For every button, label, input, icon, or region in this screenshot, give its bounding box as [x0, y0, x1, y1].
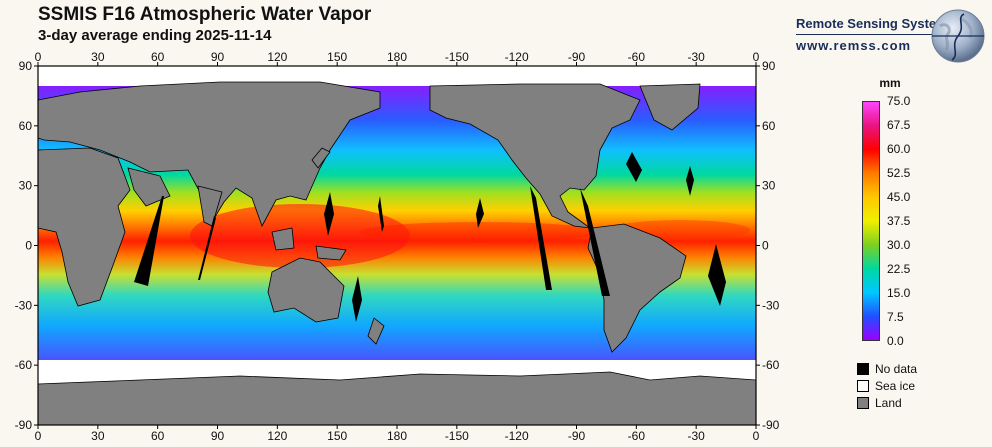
legend-item: No data	[857, 362, 917, 376]
legend-label: Sea ice	[875, 379, 916, 393]
y-tick-label-left: -90	[15, 418, 33, 432]
land-new-guinea	[315, 245, 347, 261]
x-tick-label-bottom: 60	[151, 429, 165, 443]
map-title: SSMIS F16 Atmospheric Water Vapor	[38, 4, 372, 25]
map-subtitle: 3-day average ending 2025-11-14	[38, 27, 272, 44]
x-tick-label-top: 30	[91, 50, 105, 64]
x-tick-label-top: -30	[687, 50, 705, 64]
no-data-swath	[378, 196, 384, 232]
x-tick-label-top: -120	[505, 50, 529, 64]
colorbar-tick-label: 37.5	[887, 214, 911, 228]
colorbar-tick-label: 45.0	[887, 190, 911, 204]
x-tick-label-top: 0	[35, 50, 42, 64]
colorbar-unit: mm	[879, 76, 901, 90]
x-tick-label-top: 0	[753, 50, 760, 64]
colorbar-tick-label: 22.5	[887, 262, 911, 276]
no-data-swaths	[134, 152, 726, 322]
y-tick-label-right: 60	[762, 119, 776, 133]
legend-swatch	[857, 397, 869, 409]
brand-url[interactable]: www.remss.com	[796, 38, 912, 53]
colorbar-tick-label: 30.0	[887, 238, 911, 252]
y-tick-label-right: -30	[762, 298, 780, 312]
y-tick-label-left: -30	[15, 298, 33, 312]
no-data-swath	[626, 152, 642, 182]
land-north-america	[429, 83, 641, 229]
arctic-ice	[38, 66, 756, 86]
no-data-swath	[476, 198, 484, 228]
globe-logo-icon	[931, 9, 985, 63]
x-tick-label-top: 150	[327, 50, 347, 64]
y-tick-label-left: 90	[19, 59, 33, 73]
x-tick-label-bottom: 150	[327, 429, 347, 443]
colorbar-tick-label: 15.0	[887, 286, 911, 300]
no-data-swath	[530, 186, 552, 290]
land-arabia	[127, 167, 171, 207]
brand-organization: Remote Sensing Systems	[796, 16, 955, 31]
x-tick-label-top: 120	[267, 50, 287, 64]
legend-swatch	[857, 380, 869, 392]
no-data-swath	[134, 196, 164, 286]
x-tick-label-bottom: 0	[35, 429, 42, 443]
x-tick-label-bottom: 30	[91, 429, 105, 443]
x-tick-label-bottom: -90	[568, 429, 586, 443]
colorbar-tick-label: 60.0	[887, 142, 911, 156]
y-tick-label-right: 0	[762, 239, 769, 253]
no-data-swath	[686, 166, 694, 196]
legend-swatch	[857, 363, 869, 375]
x-tick-label-top: 180	[387, 50, 407, 64]
land-new-zealand	[367, 317, 385, 345]
x-tick-label-bottom: 90	[211, 429, 225, 443]
x-tick-label-top: 90	[211, 50, 225, 64]
itcz-band	[360, 222, 600, 242]
colorbar-tick-label: 52.5	[887, 166, 911, 180]
colorbar-tick-label: 7.5	[887, 310, 904, 324]
legend-label: No data	[875, 362, 918, 376]
colorbar-tick-label: 0.0	[887, 334, 904, 348]
land-masses	[38, 81, 756, 425]
y-tick-label-left: 30	[19, 179, 33, 193]
warm-pool	[190, 204, 410, 268]
land-japan	[311, 147, 331, 169]
x-tick-label-bottom: 180	[387, 429, 407, 443]
colorbar-tick-label: 67.5	[887, 118, 911, 132]
axis-ticks: 0 0 30 30 60 60 90 90 120 120 150 150 180 180 -150 -150…	[15, 50, 780, 443]
y-tick-label-left: 60	[19, 119, 33, 133]
no-data-swath	[198, 216, 216, 280]
x-tick-label-bottom: -30	[687, 429, 705, 443]
x-tick-label-bottom: 0	[753, 429, 760, 443]
x-tick-label-bottom: 120	[267, 429, 287, 443]
brand-divider	[796, 34, 954, 35]
y-tick-label-right: 90	[762, 59, 776, 73]
x-tick-label-top: -150	[445, 50, 469, 64]
y-tick-label-right: -60	[762, 358, 780, 372]
no-data-swath	[352, 276, 362, 322]
legend-item: Sea ice	[857, 379, 915, 393]
land-australia	[267, 257, 345, 323]
legend-label: Land	[875, 396, 902, 410]
no-data-swath	[580, 188, 610, 296]
x-tick-label-top: -60	[628, 50, 646, 64]
y-tick-label-left: 0	[25, 239, 32, 253]
y-tick-label-left: -60	[15, 358, 33, 372]
map-plot-area	[38, 66, 756, 425]
land-africa	[38, 147, 131, 307]
y-tick-label-right: 30	[762, 179, 776, 193]
land-antarctica	[38, 371, 756, 425]
x-tick-label-bottom: -60	[628, 429, 646, 443]
x-tick-label-top: -90	[568, 50, 586, 64]
no-data-swath	[708, 244, 726, 306]
legend-item: Land	[857, 396, 902, 410]
land-eurasia	[38, 81, 381, 227]
colorbar-tick-label: 75.0	[887, 94, 911, 108]
colorbar	[862, 101, 880, 341]
land-borneo	[271, 227, 295, 251]
land-greenland	[639, 83, 701, 131]
y-tick-label-right: -90	[762, 418, 780, 432]
x-tick-label-bottom: -120	[505, 429, 529, 443]
x-tick-label-top: 60	[151, 50, 165, 64]
no-data-swath	[324, 192, 334, 236]
x-tick-label-bottom: -150	[445, 429, 469, 443]
